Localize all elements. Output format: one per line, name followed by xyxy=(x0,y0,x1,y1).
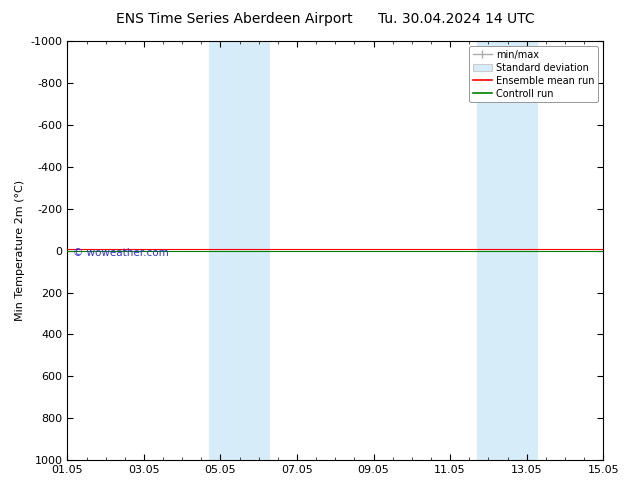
Y-axis label: Min Temperature 2m (°C): Min Temperature 2m (°C) xyxy=(15,180,25,321)
Bar xyxy=(209,41,270,460)
Text: ENS Time Series Aberdeen Airport: ENS Time Series Aberdeen Airport xyxy=(116,12,353,26)
Text: © woweather.com: © woweather.com xyxy=(73,248,169,259)
Text: Tu. 30.04.2024 14 UTC: Tu. 30.04.2024 14 UTC xyxy=(378,12,535,26)
Legend: min/max, Standard deviation, Ensemble mean run, Controll run: min/max, Standard deviation, Ensemble me… xyxy=(469,46,598,102)
Bar xyxy=(477,41,538,460)
